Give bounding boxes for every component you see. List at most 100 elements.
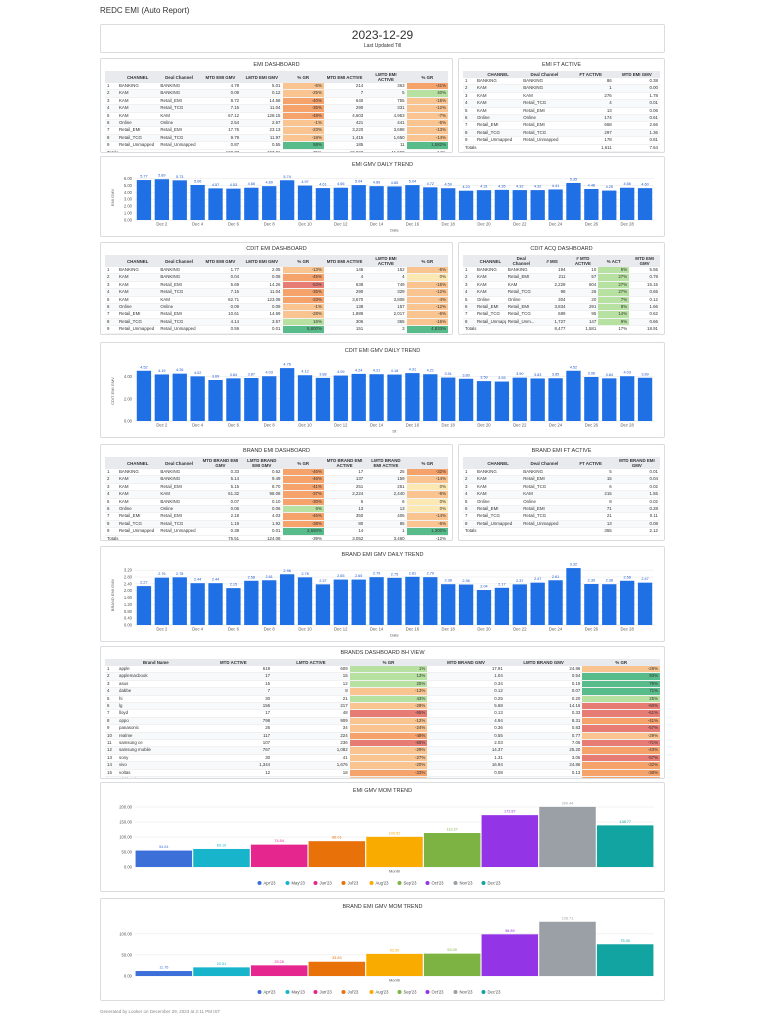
- y-tick-label: 0.40: [124, 616, 133, 621]
- table-cell: 0.04: [613, 475, 660, 484]
- table-cell: 14.16: [504, 702, 583, 711]
- value-label: 4.66: [248, 182, 255, 186]
- table-cell: 4: [105, 490, 117, 499]
- data-table: CHANNEL Deal Channel MTD EMI GMV LMTD EMI G…: [105, 71, 448, 152]
- table-cell: 1,889: [323, 310, 366, 319]
- table-cell: -12%: [406, 303, 448, 312]
- table-cell: -35%: [282, 104, 324, 113]
- totals-label: Totals: [105, 534, 200, 540]
- table-cell: 0.13: [427, 709, 505, 718]
- table-cell: -13%: [282, 267, 324, 275]
- totals-row: Totals 355 2.12: [463, 527, 660, 536]
- table-cell: 3: [105, 97, 117, 106]
- table-cell: 0.65: [629, 288, 660, 297]
- table-cell: BANKING: [521, 84, 568, 93]
- value-label: 2.78: [176, 572, 183, 576]
- bar: [548, 580, 563, 625]
- table-cell: sony: [117, 754, 195, 763]
- value-label: 2.36: [462, 579, 469, 583]
- totals-cell: 355: [567, 527, 614, 536]
- table-cell: Retail_EMI: [117, 126, 159, 135]
- table-cell: 0.06: [241, 505, 283, 514]
- bar: [279, 368, 295, 421]
- value-label: 2.47: [641, 577, 648, 581]
- y-tick-label: 6.00: [124, 176, 133, 181]
- table-cell: 8.72: [199, 97, 242, 106]
- value-label: 3.69: [212, 375, 219, 379]
- bar: [250, 965, 308, 976]
- table-cell: 5%: [598, 267, 630, 275]
- totals-label: Totals: [105, 332, 200, 334]
- column-header: FT ACTIVE: [567, 457, 614, 469]
- table-cell: -33%: [282, 296, 324, 305]
- panel-title: EMI FT ACTIVE: [541, 62, 581, 68]
- column-header: LMTD BRAND GMV: [504, 659, 583, 666]
- value-label: 25.28: [274, 960, 284, 964]
- x-tick-label: Dec 2: [156, 423, 168, 428]
- table-row: 1 BANKING BANKING 5 0.01: [463, 469, 660, 477]
- table-cell: -55%: [349, 739, 428, 748]
- bar: [369, 186, 384, 220]
- x-tick-label: Dec 2: [156, 222, 168, 227]
- index-header: [105, 659, 117, 666]
- value-label: 2.79: [427, 572, 434, 576]
- table-cell: 5: [105, 498, 117, 507]
- table-cell: BANKING: [158, 83, 200, 91]
- x-tick-label: Dec 8: [264, 627, 276, 632]
- panel: BRANDS DASHBOARD BH VIEW Brand Name MTD AC…: [100, 646, 665, 779]
- data-table: CHANNEL Deal Channel # MIS # MTD ACTIVE% AC…: [463, 255, 660, 334]
- bar: [512, 377, 527, 421]
- table-cell: 43%: [349, 695, 428, 704]
- table-cell: dabbe: [117, 687, 195, 696]
- panel-title: EMI DASHBOARD: [253, 62, 300, 68]
- panel: EMI GMV MOM TREND 0.00 50.00 100.00 150.00 20…: [100, 782, 665, 892]
- table-cell: 689: [536, 310, 568, 319]
- table-cell: 4.78: [199, 83, 242, 91]
- table-cell: 48: [272, 709, 350, 718]
- legend-label: Apr'23: [264, 881, 277, 886]
- table-cell: samsung mobile: [117, 746, 195, 755]
- table-cell: 15: [105, 769, 117, 778]
- x-tick-label: Dec 24: [549, 423, 563, 428]
- table-cell: 297: [567, 129, 614, 138]
- bar: [387, 577, 402, 625]
- x-tick-label: Dec 16: [406, 627, 420, 632]
- legend-swatch: [481, 881, 486, 885]
- table-row: 6 Online Online 0.06 0.06 6% 13 13 0%: [105, 505, 448, 514]
- column-header: LMTD EMI GMV: [241, 255, 283, 267]
- legend-label: Aug'23: [376, 881, 390, 886]
- table-cell: 306: [323, 318, 366, 327]
- value-label: 4.66: [337, 182, 344, 186]
- table-cell: 6%: [282, 505, 324, 514]
- value-label: 4.35: [498, 184, 505, 188]
- column-header: CHANNEL: [475, 457, 522, 469]
- table-row: 12 samsung mobile 767 1,082 -29% 14.37 25.20 -4…: [105, 746, 660, 755]
- table-cell: 609: [272, 666, 350, 674]
- bar: [366, 836, 423, 867]
- table-cell: KAM: [158, 490, 200, 499]
- table-cell: 71: [567, 505, 614, 514]
- table-cell: 98: [536, 288, 568, 297]
- table-cell: Retail_TCG: [505, 288, 537, 297]
- table-row: 1 apple 618 609 1% 17.91 24.86 -28%: [105, 666, 660, 674]
- column-header: FT ACTIVE: [567, 71, 614, 78]
- table-cell: KAM: [475, 84, 522, 93]
- table-cell: 441: [365, 119, 407, 128]
- column-header: MTD EMI GMV: [199, 255, 242, 267]
- bar: [208, 188, 223, 220]
- table-cell: 1: [105, 267, 117, 275]
- table-cell: 7: [105, 310, 117, 319]
- table-cell: 14: [323, 527, 366, 536]
- column-header: CHANNEL: [117, 255, 159, 267]
- table-cell: 13: [567, 520, 614, 529]
- legend-label: Apr'23: [264, 990, 277, 995]
- table-cell: 767: [194, 746, 273, 755]
- totals-cell: 124.08: [241, 534, 283, 540]
- legend-swatch: [425, 881, 430, 885]
- table-cell: 71%: [582, 687, 660, 696]
- table-cell: 0.61: [613, 114, 660, 123]
- value-label: 2.44: [212, 578, 219, 582]
- y-tick-label: 3.00: [124, 197, 133, 202]
- table-cell: 276: [567, 92, 614, 101]
- x-tick-label: Dec 2: [156, 627, 168, 632]
